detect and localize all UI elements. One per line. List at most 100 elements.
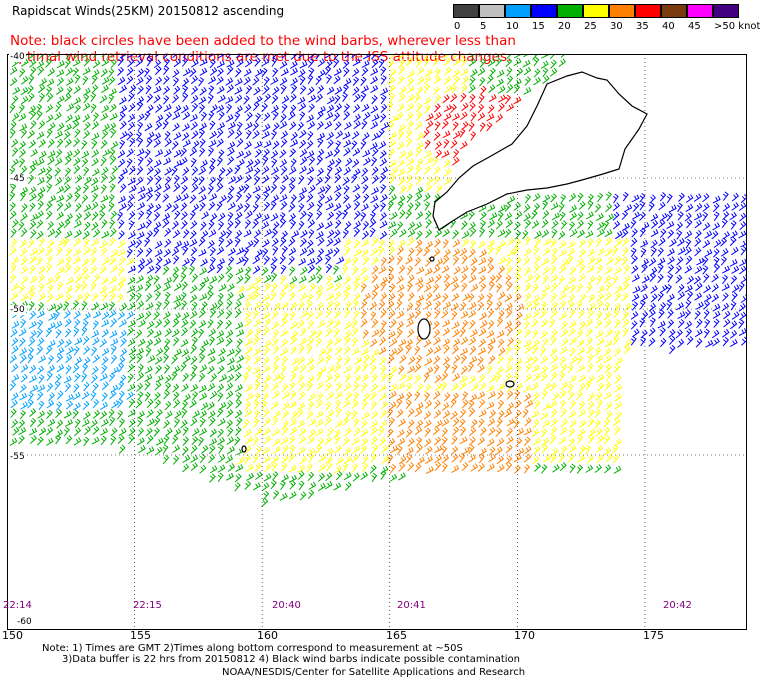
wind-barb — [315, 93, 324, 103]
wind-barb — [180, 211, 188, 221]
wind-barb — [190, 328, 199, 338]
wind-barb — [102, 123, 110, 132]
wind-barb — [280, 364, 287, 375]
scale-label: 45 — [688, 21, 701, 32]
wind-barb — [255, 471, 263, 480]
wind-barb — [443, 281, 451, 291]
wind-barb — [20, 275, 29, 285]
wind-barb — [9, 103, 16, 114]
wind-barb — [597, 247, 605, 256]
wind-barb — [29, 193, 37, 202]
wind-barb — [532, 294, 540, 303]
wind-barb — [675, 274, 683, 284]
wind-barb — [414, 408, 423, 418]
wind-barb — [109, 237, 116, 247]
wind-barb — [126, 148, 134, 158]
wind-barb — [677, 247, 686, 256]
wind-barb — [163, 390, 171, 400]
wind-barb — [318, 193, 326, 203]
wind-barb — [307, 201, 315, 211]
wind-barb — [254, 380, 261, 391]
wind-barb — [30, 384, 39, 393]
wind-barb — [90, 247, 98, 257]
wind-barb — [353, 292, 361, 302]
wind-barb — [579, 293, 587, 303]
wind-barb — [173, 399, 181, 409]
wind-barb — [201, 444, 209, 454]
wind-barb — [162, 454, 170, 465]
wind-barb — [478, 338, 487, 348]
wind-barb — [549, 382, 557, 392]
wind-barb — [46, 93, 54, 103]
wind-barb — [236, 138, 244, 148]
wind-barb — [83, 345, 91, 355]
wind-barb — [182, 245, 189, 256]
wind-barb — [146, 93, 154, 103]
wind-barb — [55, 434, 62, 445]
wind-barb — [560, 381, 568, 391]
wind-barb — [414, 463, 422, 473]
wind-barb — [441, 445, 448, 456]
wind-barb — [99, 240, 108, 249]
wind-barb — [712, 222, 721, 231]
wind-barb — [711, 273, 719, 283]
wind-barb — [153, 211, 161, 222]
wind-barb — [387, 300, 395, 310]
wind-barb — [353, 210, 361, 220]
wind-barb — [201, 211, 209, 220]
wind-barb — [325, 112, 334, 121]
wind-barb — [30, 66, 37, 76]
wind-barb — [623, 344, 631, 355]
wind-barb — [477, 240, 486, 249]
wind-barb — [597, 192, 604, 203]
wind-barb — [711, 283, 719, 293]
wind-barb — [300, 327, 307, 337]
wind-barb — [261, 400, 268, 410]
wind-barb — [452, 239, 461, 248]
wind-barb — [560, 220, 568, 230]
wind-barb — [523, 339, 532, 348]
wind-barb — [559, 300, 567, 310]
wind-barb — [533, 238, 541, 248]
wind-barb — [216, 337, 225, 346]
wind-barb — [181, 383, 189, 392]
wind-barb — [19, 392, 28, 401]
wind-barb — [514, 399, 522, 409]
wind-barb — [171, 94, 180, 104]
wind-barb — [568, 193, 577, 202]
wind-barb — [99, 338, 107, 348]
wind-barb — [614, 319, 621, 329]
wind-barb — [614, 285, 623, 294]
wind-barb — [216, 383, 225, 393]
wind-barb — [111, 400, 119, 409]
wind-barb — [234, 237, 241, 247]
wind-barb — [542, 274, 549, 285]
wind-barb — [432, 156, 439, 167]
wind-barb — [452, 156, 460, 166]
wind-barb — [288, 176, 296, 186]
wind-barb — [198, 129, 206, 139]
wind-barb — [307, 219, 316, 229]
wind-barb — [29, 275, 38, 284]
wind-barb — [198, 54, 203, 58]
wind-barb — [460, 83, 468, 94]
wind-barb — [29, 408, 37, 417]
wind-barb — [200, 221, 207, 231]
wind-barb — [81, 258, 90, 267]
wind-barb — [298, 257, 307, 266]
wind-barb — [353, 275, 361, 284]
wind-barb — [452, 131, 461, 140]
wind-barb — [297, 356, 306, 365]
wind-barb — [371, 472, 378, 483]
wind-barb — [352, 68, 360, 77]
wind-barb — [380, 202, 387, 212]
wind-barb — [101, 364, 108, 375]
wind-barb — [587, 434, 595, 444]
wind-barb — [218, 149, 225, 159]
wind-barb — [443, 158, 451, 168]
wind-barb — [65, 247, 73, 257]
wind-barb — [577, 434, 584, 444]
wind-barb — [252, 130, 260, 140]
wind-barb — [154, 417, 161, 427]
south-island-shape — [432, 71, 648, 231]
